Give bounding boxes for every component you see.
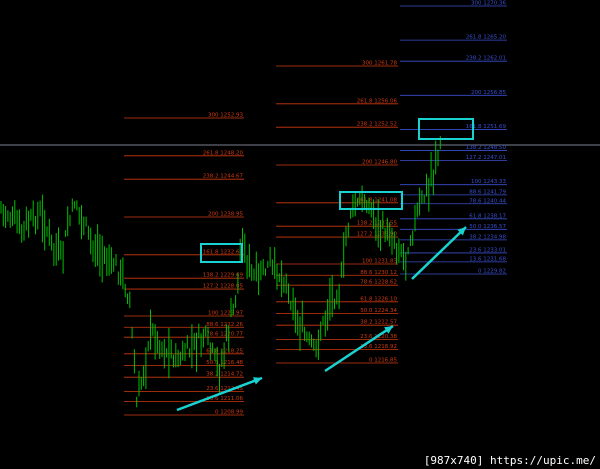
fib-level-label: 127.2 1228.05: [203, 284, 244, 290]
arrow-head-icon: [384, 326, 393, 334]
fib-level-label: 100 1231.83: [362, 259, 397, 265]
fib-level-label: 61.8 1218.25: [206, 348, 243, 354]
fib-level-label: 13.6 1231.68: [469, 256, 506, 262]
fib-level-label: 261.8 1265.20: [466, 35, 507, 41]
fib-level-label: 300 1261.78: [362, 61, 397, 67]
fib-level-label: 200 1256.85: [471, 90, 506, 96]
fib-level-label: 23.6 1212.45: [206, 386, 243, 392]
fib-level-label: 50.0 1216.48: [206, 360, 243, 366]
fib-level-label: 13.6 1211.06: [206, 396, 243, 402]
fib-level-label: 161.8 1241.08: [357, 197, 398, 203]
fib-level-label: 100 1243.33: [471, 179, 506, 185]
fib-level-label: 261.8 1248.20: [203, 150, 244, 156]
fib-level-label: 100 1223.97: [208, 311, 243, 317]
fib-level-label: 38.2 1222.57: [360, 320, 397, 326]
fib-level-label: 138.2 1248.50: [466, 145, 507, 151]
fib-level-label: 200 1238.95: [208, 212, 243, 218]
trend-arrow: [411, 226, 467, 280]
fib-level-label: 88.6 1241.79: [469, 189, 506, 195]
fib-level-label: 127.2 1235.90: [357, 232, 398, 238]
fib-level-label: 300 1270.36: [471, 1, 506, 7]
arrow-head-icon: [457, 227, 466, 236]
fib-level-label: 23.6 1220.38: [360, 334, 397, 340]
fib-level-label: 61.8 1238.17: [469, 213, 506, 219]
fib-level-label: 23.6 1233.01: [469, 247, 506, 253]
arrow-head-icon: [253, 377, 262, 385]
fib-level-label: 88.6 1230.12: [360, 270, 397, 276]
fib-level-label: 78.6 1220.77: [206, 332, 243, 338]
fib-level-label: 238.2 1252.52: [357, 122, 397, 128]
fib-level-label: 200 1246.80: [362, 160, 397, 166]
fib-level-label: 127.2 1247.01: [466, 155, 506, 161]
fib-level-label: 50.0 1224.34: [360, 308, 397, 314]
fib-level-label: 161.8 1232.69: [203, 249, 244, 255]
fib-level-label: 161.8 1251.69: [466, 124, 507, 130]
trend-arrow: [176, 376, 263, 412]
fib-level-label: 61.8 1226.10: [360, 296, 397, 302]
fib-level-label: 78.6 1240.44: [469, 198, 506, 204]
fib-level-label: 38.2 1234.98: [469, 234, 506, 240]
fib-level-label: 88.6 1222.26: [206, 322, 243, 328]
watermark: [987x740] https://upic.me/: [423, 454, 596, 467]
highlight-box: [200, 243, 243, 263]
fib-level-label: 138.2 1229.69: [203, 273, 244, 279]
fib-level-label: 138.2 1237.55: [357, 221, 398, 227]
fib-level-label: 238.2 1262.01: [466, 56, 506, 62]
fib-level-label: 0 1216.85: [369, 358, 397, 364]
fib-level-label: 261.8 1256.06: [357, 98, 398, 104]
fib-level-label: 38.2 1214.72: [206, 372, 243, 378]
fib-level-label: 0 1229.82: [478, 269, 506, 275]
fib-level-label: 0 1208.99: [215, 410, 243, 416]
highlight-box: [418, 118, 474, 140]
trend-arrow: [324, 324, 394, 373]
highlight-box: [339, 191, 403, 210]
fib-level-label: 238.2 1244.67: [203, 174, 244, 180]
fib-level-label: 300 1252.93: [208, 113, 243, 119]
fib-level-label: 50.0 1236.57: [469, 224, 506, 230]
fib-level-label: 78.6 1228.62: [360, 280, 397, 286]
fib-level-label: 13.6 1218.92: [360, 344, 397, 350]
